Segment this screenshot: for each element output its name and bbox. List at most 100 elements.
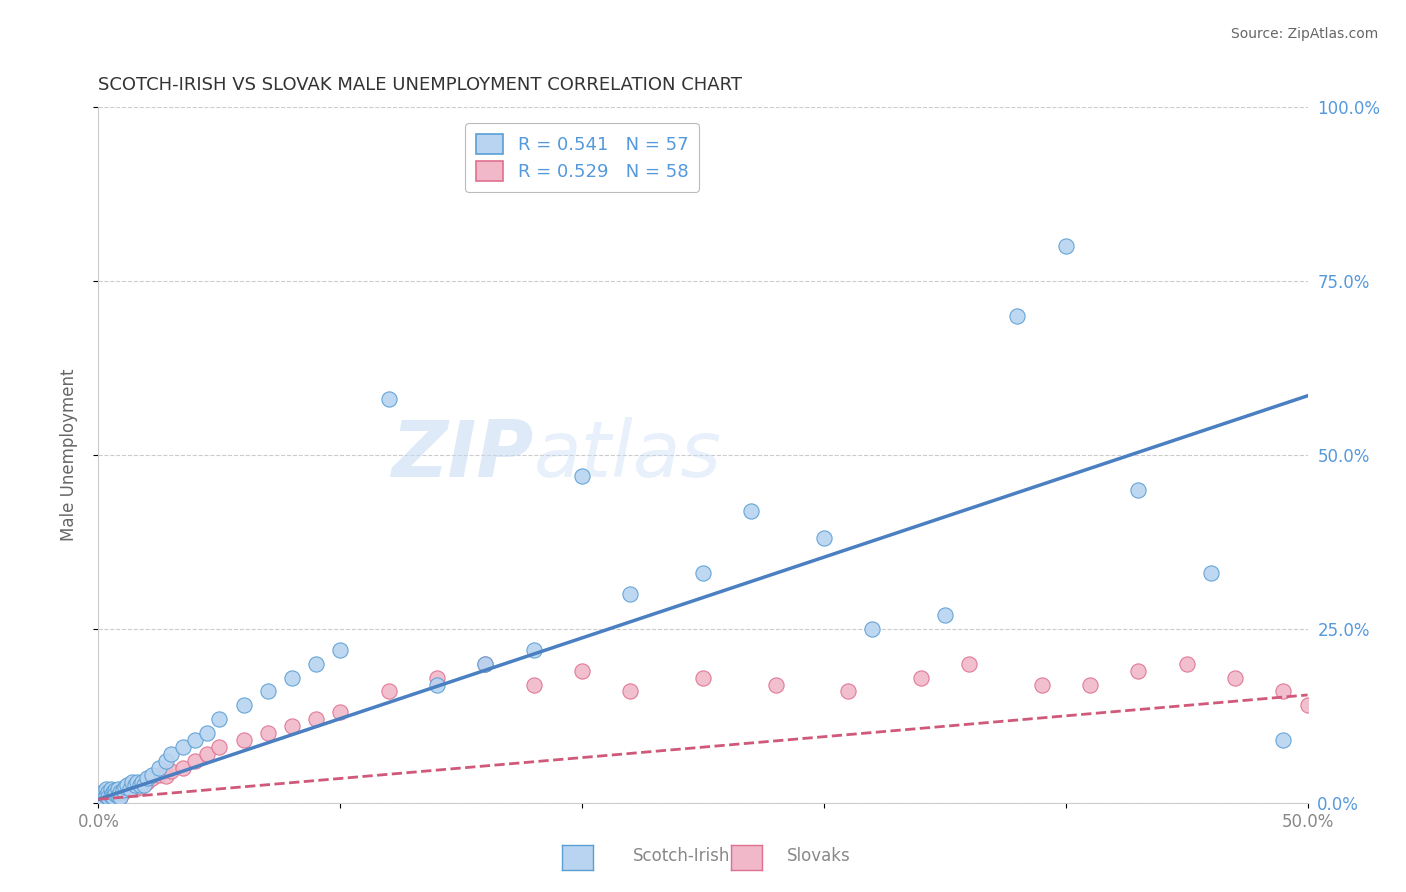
Point [108,785,131,799]
Point [571,468,593,483]
Point [94,789,117,803]
Point [1054,239,1077,253]
Point [128,780,150,795]
Point [232,698,254,713]
Point [474,657,496,671]
Point [141,768,163,782]
Point [160,747,183,761]
Point [121,775,143,789]
Point [94,785,117,799]
Point [91,788,114,802]
Point [94,790,117,805]
Point [114,781,136,796]
Point [100,790,122,805]
Point [571,664,593,678]
Point [117,778,139,792]
Text: ZIP: ZIP [391,417,534,493]
Point [131,776,153,790]
Point [108,790,131,805]
Point [208,712,231,726]
Point [377,392,399,407]
Point [155,754,177,768]
Point [232,733,254,747]
Point [141,772,163,786]
Point [329,642,352,657]
Point [107,789,129,803]
Point [124,778,146,792]
Point [101,788,124,802]
Point [1296,698,1319,713]
Point [90,789,112,803]
Point [765,677,787,691]
Point [135,772,157,786]
Text: Slovaks: Slovaks [787,847,851,865]
Y-axis label: Male Unemployment: Male Unemployment [59,368,77,541]
Point [281,671,304,685]
Point [91,792,114,806]
Point [131,775,153,789]
Point [91,792,114,806]
Point [426,677,449,691]
Point [1199,566,1222,581]
Point [692,566,714,581]
Point [329,706,352,720]
Point [523,642,546,657]
Point [1031,677,1053,691]
Point [135,775,157,789]
Text: Source: ZipAtlas.com: Source: ZipAtlas.com [1230,27,1378,41]
Point [837,684,859,698]
Point [124,781,146,796]
Point [148,761,170,775]
Point [108,790,131,805]
Point [184,733,207,747]
Point [121,778,143,792]
Point [172,761,194,775]
Point [1128,664,1150,678]
Point [860,622,883,636]
Point [195,747,218,761]
Text: atlas: atlas [534,417,721,493]
Text: Scotch-Irish: Scotch-Irish [633,847,730,865]
Point [107,788,129,802]
Point [1078,677,1101,691]
Point [148,768,170,782]
Point [1175,657,1198,671]
Point [97,790,120,805]
Point [377,684,399,698]
Point [127,775,149,789]
Point [91,785,114,799]
Point [155,769,177,783]
Point [619,587,641,601]
Point [426,671,449,685]
Point [117,783,139,797]
Point [107,792,129,806]
Point [97,788,120,802]
Point [111,783,134,797]
Point [104,785,127,799]
Point [94,781,117,796]
Point [101,785,124,799]
Point [934,607,956,622]
Point [101,791,124,805]
Point [1272,684,1295,698]
Point [523,677,546,691]
Point [740,503,762,517]
Point [104,783,127,797]
Point [111,785,134,799]
Point [305,657,328,671]
Point [910,671,932,685]
Point [118,780,141,795]
Point [619,684,641,698]
Point [107,781,129,796]
Point [90,790,112,805]
Point [118,781,141,796]
Point [97,785,120,799]
Point [104,790,127,805]
Point [100,785,122,799]
Point [305,712,328,726]
Point [100,789,122,803]
Point [172,740,194,755]
Point [114,780,136,795]
Point [184,754,207,768]
Point [1272,733,1295,747]
